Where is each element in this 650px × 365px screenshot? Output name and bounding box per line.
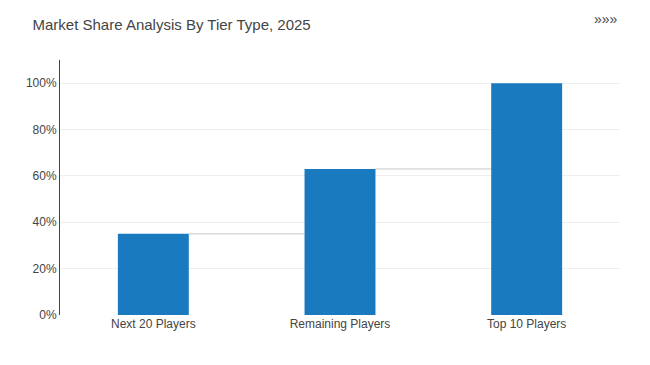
svg-text:Top 10 Players: Top 10 Players	[487, 317, 566, 331]
svg-text:»»»: »»»	[594, 11, 618, 27]
svg-text:Market Share Analysis By Tier: Market Share Analysis By Tier Type, 2025	[33, 16, 311, 33]
svg-text:0%: 0%	[39, 308, 57, 322]
svg-text:40%: 40%	[33, 215, 57, 229]
svg-text:20%: 20%	[33, 262, 57, 276]
svg-text:Next 20 Players: Next 20 Players	[111, 317, 196, 331]
svg-text:Remaining Players: Remaining Players	[290, 317, 391, 331]
svg-text:80%: 80%	[33, 123, 57, 137]
svg-text:100%: 100%	[26, 76, 57, 90]
svg-text:60%: 60%	[33, 169, 57, 183]
